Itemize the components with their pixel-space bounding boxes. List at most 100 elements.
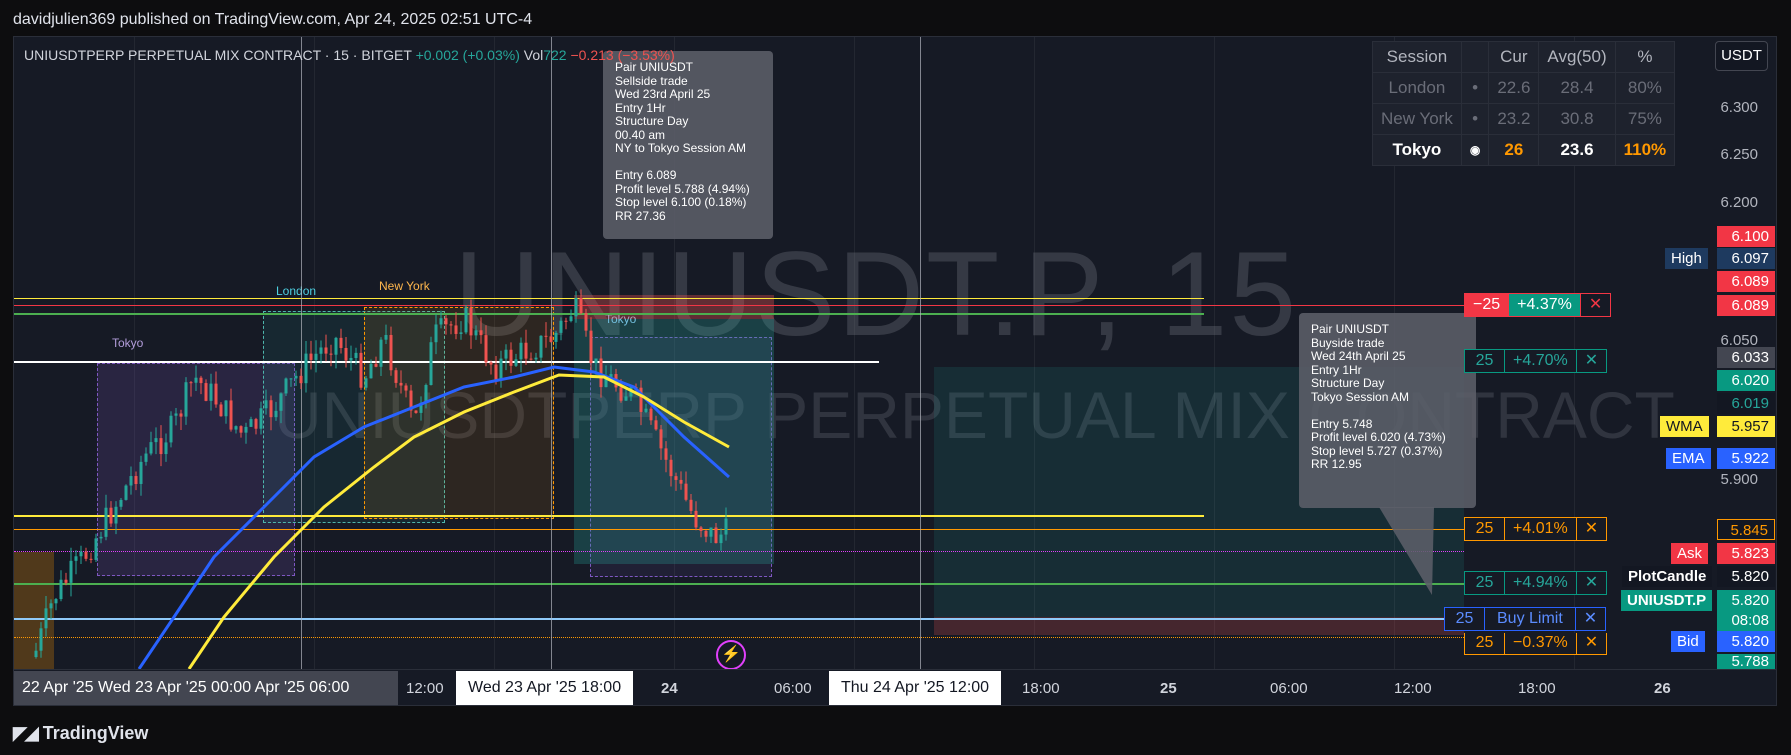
candle-body	[714, 527, 718, 544]
candle-body	[704, 530, 708, 537]
candle-body	[354, 352, 358, 358]
row-avg: 28.4	[1538, 72, 1616, 104]
session-box-tokyo	[97, 363, 295, 576]
order-pct: +4.37%	[1509, 294, 1580, 316]
candle-body	[394, 370, 398, 383]
order-close-icon[interactable]: ✕	[1575, 350, 1606, 372]
tooltip-line: Wed 24th April 25	[1311, 349, 1406, 363]
candle-body	[294, 375, 298, 379]
order-line-buy-limit[interactable]: 25 Buy Limit ✕	[1444, 607, 1607, 631]
wma-line	[187, 373, 730, 669]
footer-brand[interactable]: ◤◢ TradingView	[13, 719, 148, 747]
candle-body	[429, 342, 433, 386]
candle-body	[39, 628, 43, 651]
order-close-icon[interactable]: ✕	[1574, 608, 1605, 630]
order-close-icon[interactable]: ✕	[1579, 294, 1610, 316]
candle-body	[209, 383, 213, 401]
order-close-icon[interactable]: ✕	[1575, 633, 1606, 654]
candle-body	[374, 363, 378, 367]
candle-body	[84, 551, 88, 559]
tag-plotcandle: PlotCandle	[1622, 566, 1713, 587]
candle-body	[484, 335, 488, 363]
time-label: 18:00	[1518, 680, 1556, 697]
candle-body	[449, 324, 453, 326]
candle-body	[219, 404, 223, 417]
header-pct: %	[1614, 41, 1676, 73]
candle-body	[389, 334, 393, 371]
tooltip-line: RR 27.36	[615, 208, 666, 223]
price-label-6019: 6.019	[1717, 393, 1775, 414]
candle-body	[214, 383, 218, 405]
tooltip-line: Buyside trade	[1311, 335, 1385, 350]
candle-body	[519, 342, 523, 360]
currency-button[interactable]: USDT	[1715, 41, 1768, 71]
candle-body	[339, 337, 343, 348]
tooltip-line	[615, 156, 761, 170]
order-line-tp-2[interactable]: 25 +4.01% ✕	[1464, 517, 1608, 541]
volume-value: 722	[543, 47, 567, 63]
candle-body	[154, 438, 158, 443]
candle-body	[709, 527, 713, 537]
candle-body	[319, 347, 323, 354]
candle-body	[569, 316, 573, 322]
candle-body	[609, 374, 613, 379]
candle-countdown: 08:08	[1717, 610, 1775, 631]
order-line-tp-1[interactable]: 25 +4.70% ✕	[1464, 349, 1608, 373]
candle-body	[329, 353, 333, 355]
candle-body	[529, 358, 533, 360]
time-label: 18:00	[1022, 680, 1060, 697]
sell-trade-tooltip: Pair UNIUSDT Sellside trade Wed 23rd April…	[603, 51, 773, 239]
candle-body	[724, 518, 728, 535]
candle-body	[254, 419, 258, 429]
row-avg: 30.8	[1538, 103, 1616, 135]
order-pct: −0.37%	[1513, 634, 1568, 651]
price-tick: 5.900	[1720, 471, 1758, 488]
candle-body	[259, 408, 263, 429]
time-label: 24	[661, 680, 678, 697]
order-qty: 25	[1465, 518, 1505, 540]
candle-body	[364, 378, 368, 388]
session-label-london: London	[276, 284, 317, 298]
price-tick: 6.050	[1720, 332, 1758, 349]
candle-body	[229, 400, 233, 430]
header-dot	[1461, 41, 1490, 73]
candle-body	[669, 459, 673, 477]
time-axis[interactable]: 22 Apr '25 Wed 23 Apr '25 00:00 Apr '25 …	[14, 669, 1776, 705]
chart-pane[interactable]: UNIUSDT.P, 15 UNIUSDTPERP PERPETUAL MIX …	[13, 36, 1777, 706]
candle-body	[169, 415, 173, 443]
tag-bid: Bid	[1671, 631, 1705, 652]
candle-body	[414, 410, 418, 413]
row-name: Tokyo	[1372, 134, 1462, 166]
candle-body	[619, 387, 623, 401]
candle-body	[124, 485, 128, 500]
price-label-stop: 6.100	[1717, 226, 1775, 247]
price-axis[interactable]: 6.300 6.250 6.200 6.050 5.900	[1706, 37, 1776, 669]
candle-body	[659, 429, 663, 449]
table-row: London • 22.6 28.4 80%	[1372, 72, 1676, 104]
candle-body	[269, 400, 273, 418]
candle-body	[79, 551, 83, 557]
order-close-icon[interactable]: ✕	[1575, 518, 1606, 540]
candle-body	[474, 330, 478, 336]
volume-label: Vol	[523, 47, 544, 63]
order-line-sell[interactable]: −25 +4.37% ✕	[1464, 293, 1612, 317]
symbol-change: +0.002 (+0.03%)	[415, 47, 520, 63]
candle-body	[384, 334, 388, 340]
order-qty: 25	[1465, 572, 1505, 594]
price-label-last: 5.820	[1717, 590, 1775, 611]
sell-risk-zone	[574, 295, 774, 319]
order-line-tp-3[interactable]: 25 +4.94% ✕	[1464, 571, 1608, 595]
header-cur: Cur	[1488, 41, 1540, 73]
candle-body	[104, 507, 108, 537]
order-close-icon[interactable]: ✕	[1575, 572, 1606, 594]
line-orange-5845	[14, 529, 1464, 530]
order-line-stop[interactable]: 25 −0.37% ✕	[1464, 633, 1608, 655]
candlestick-plot[interactable]	[14, 37, 1704, 669]
session-label-tokyo: Tokyo	[112, 336, 144, 350]
tooltip-line: Wed 23rd April 25	[615, 87, 711, 101]
symbol-legend[interactable]: UNIUSDTPERP PERPETUAL MIX CONTRACT · 15 …	[24, 47, 675, 63]
lightning-icon[interactable]: ⚡	[716, 640, 746, 670]
session-label-tokyo-2: Tokyo	[605, 312, 637, 326]
publish-header: davidjulien369 published on TradingView.…	[13, 11, 533, 28]
candle-body	[539, 335, 543, 358]
